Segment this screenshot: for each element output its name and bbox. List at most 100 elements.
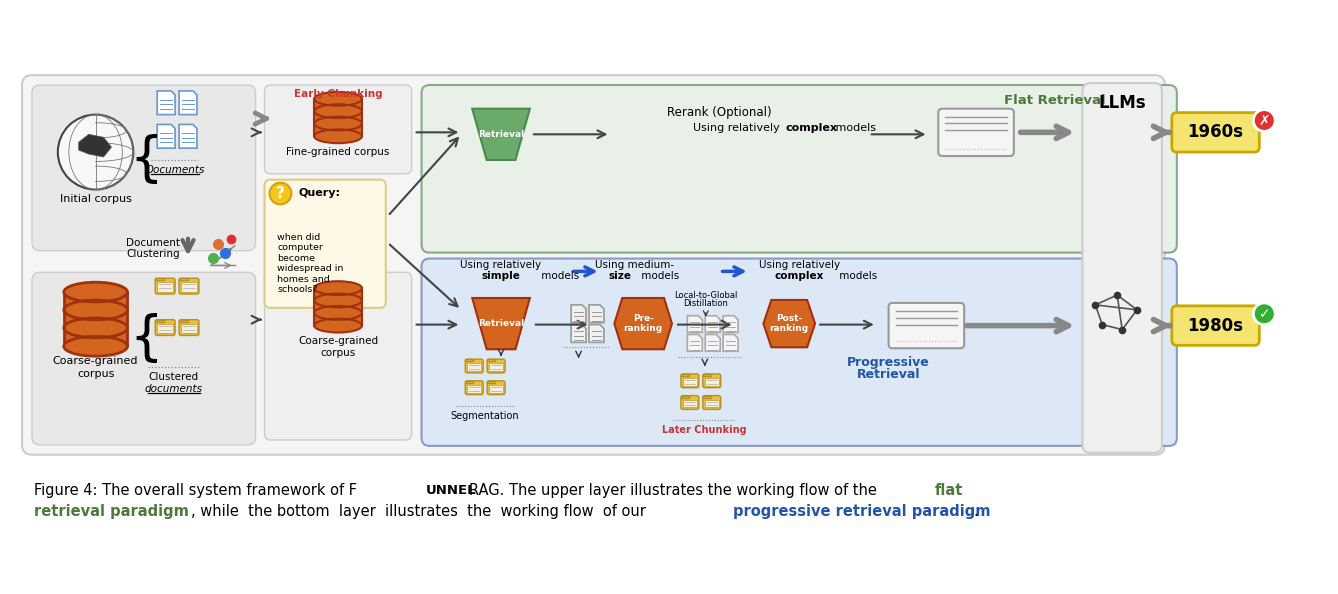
Text: Using relatively: Using relatively [460,260,542,270]
Polygon shape [705,400,719,407]
Text: Post-
ranking: Post- ranking [769,314,808,333]
Polygon shape [466,359,474,361]
Polygon shape [466,381,474,383]
Polygon shape [614,298,672,349]
Polygon shape [589,324,603,342]
Circle shape [1254,110,1275,131]
FancyBboxPatch shape [179,320,199,336]
Text: models: models [638,271,680,282]
Ellipse shape [314,92,361,106]
Text: .: . [973,504,978,519]
Text: progressive retrieval paradigm: progressive retrieval paradigm [733,504,990,519]
FancyBboxPatch shape [681,374,698,388]
Polygon shape [487,381,495,383]
FancyBboxPatch shape [487,381,504,394]
Polygon shape [723,334,739,351]
Polygon shape [157,324,173,333]
FancyBboxPatch shape [155,320,175,336]
Ellipse shape [314,281,361,295]
Polygon shape [705,334,720,351]
Polygon shape [179,125,197,148]
FancyBboxPatch shape [21,75,1165,455]
Text: Documents: Documents [146,165,205,175]
Polygon shape [314,288,361,326]
Polygon shape [764,300,815,347]
Polygon shape [181,324,197,333]
FancyBboxPatch shape [702,374,721,388]
Text: Rerank (Optional): Rerank (Optional) [668,106,772,119]
Text: complex: complex [785,124,838,134]
Text: Distillation: Distillation [684,299,728,308]
Text: Figure 4: The overall system framework of F: Figure 4: The overall system framework o… [33,483,357,498]
Text: Progressive: Progressive [847,356,930,368]
Text: LLMs: LLMs [1098,94,1145,112]
FancyBboxPatch shape [466,381,483,394]
Polygon shape [155,278,165,280]
Text: Retrieval: Retrieval [478,130,524,139]
Text: models: models [538,271,579,282]
FancyBboxPatch shape [265,273,412,440]
Text: simple: simple [482,271,520,282]
Circle shape [1254,303,1275,324]
Text: Coarse-grained: Coarse-grained [52,356,138,366]
Polygon shape [571,324,586,342]
Polygon shape [157,282,173,292]
Polygon shape [705,316,720,333]
Polygon shape [179,278,189,280]
Text: ✓: ✓ [1259,307,1270,321]
Text: models: models [836,271,878,282]
Text: flat: flat [934,483,963,498]
Polygon shape [179,320,189,321]
FancyBboxPatch shape [681,396,698,409]
Text: complex: complex [775,271,824,282]
Text: Early Chunking: Early Chunking [294,89,383,99]
Text: UNNEL: UNNEL [425,484,476,497]
Circle shape [269,182,292,204]
Polygon shape [179,91,197,115]
Text: Coarse-grained: Coarse-grained [298,336,379,346]
Text: Document
Clustering: Document Clustering [126,238,181,260]
FancyBboxPatch shape [32,273,256,445]
Polygon shape [155,320,165,321]
FancyBboxPatch shape [32,85,256,251]
FancyBboxPatch shape [155,278,175,294]
Text: Initial corpus: Initial corpus [60,194,131,204]
Polygon shape [181,282,197,292]
Polygon shape [472,298,530,349]
Polygon shape [723,316,739,333]
Polygon shape [79,134,111,157]
Text: Later Chunking: Later Chunking [662,425,747,435]
Text: Pre-
ranking: Pre- ranking [624,314,662,333]
Text: {: { [130,134,163,186]
FancyBboxPatch shape [179,278,199,294]
Text: when did
computer
become
widespread in
homes and
schools?: when did computer become widespread in h… [277,233,344,294]
Ellipse shape [314,129,361,143]
Polygon shape [487,359,495,361]
Polygon shape [681,374,689,376]
Ellipse shape [64,282,127,302]
Polygon shape [682,378,697,386]
Polygon shape [314,99,361,136]
FancyBboxPatch shape [1172,306,1259,345]
Text: Segmentation: Segmentation [451,411,519,421]
Text: Clustered: Clustered [149,372,198,382]
Polygon shape [705,378,719,386]
Text: 1960s: 1960s [1188,124,1243,141]
Text: Flat Retrieval: Flat Retrieval [1004,94,1105,108]
Circle shape [58,115,134,189]
Polygon shape [682,400,697,407]
FancyBboxPatch shape [888,303,965,348]
Text: corpus: corpus [76,369,114,379]
Text: 1980s: 1980s [1188,317,1243,334]
Polygon shape [64,292,127,346]
Text: Query:: Query: [298,188,340,198]
Text: Local-to-Global: Local-to-Global [674,290,737,299]
Polygon shape [702,374,710,376]
Text: RAG. The upper layer illustrates the working flow of the: RAG. The upper layer illustrates the wor… [470,483,882,498]
Polygon shape [490,385,503,393]
Text: Using medium-: Using medium- [594,260,674,270]
Text: , while  the bottom  layer  illustrates  the  working flow  of our: , while the bottom layer illustrates the… [191,504,650,519]
Text: Fine-grained corpus: Fine-grained corpus [286,147,389,157]
FancyBboxPatch shape [421,258,1177,446]
FancyBboxPatch shape [938,109,1014,156]
